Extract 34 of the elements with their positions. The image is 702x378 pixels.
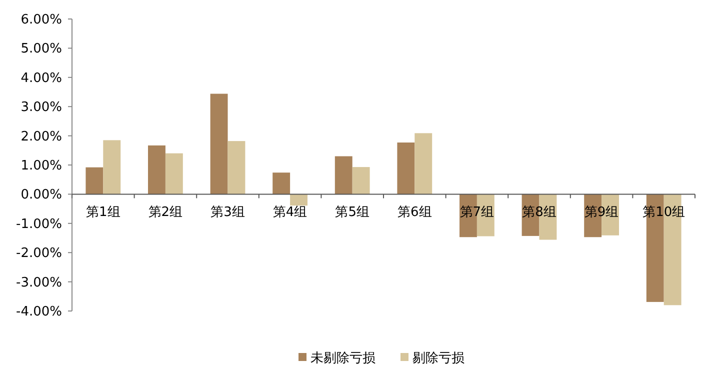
x-tick-label: 第5组 — [335, 205, 370, 220]
legend-label: 未剔除亏损 — [310, 351, 376, 366]
x-tick-label: 第9组 — [584, 205, 619, 220]
x-tick-label: 第6组 — [398, 205, 432, 220]
y-tick-label: 5.00% — [20, 42, 62, 57]
y-tick-label: -4.00% — [16, 304, 62, 320]
y-tick-label: 2.00% — [20, 129, 62, 144]
bar — [165, 153, 183, 194]
y-tick-label: -1.00% — [16, 216, 62, 232]
y-tick-label: 6.00% — [20, 12, 62, 28]
x-tick-label: 第3组 — [210, 205, 245, 220]
y-tick-label: 4.00% — [20, 70, 62, 86]
y-tick-label: 0.00% — [20, 188, 62, 203]
x-tick-label: 第4组 — [272, 205, 308, 220]
x-tick-label: 第1组 — [86, 205, 120, 220]
x-tick-label: 第2组 — [148, 205, 183, 220]
y-tick-label: -2.00% — [16, 246, 62, 262]
x-tick-label: 第8组 — [522, 205, 556, 220]
bar — [86, 167, 104, 194]
bar — [290, 194, 308, 206]
bar — [352, 167, 370, 194]
bar — [210, 94, 228, 194]
bar — [272, 172, 290, 194]
y-tick-label: -3.00% — [16, 275, 62, 290]
x-tick-label: 第7组 — [460, 205, 494, 220]
bar — [103, 140, 121, 194]
bar — [414, 133, 432, 194]
y-tick-label: 1.00% — [20, 158, 62, 174]
bar — [397, 142, 415, 194]
bar — [228, 141, 246, 194]
y-tick-label: 3.00% — [20, 100, 62, 116]
bar — [334, 156, 352, 194]
bar — [148, 145, 166, 194]
legend-label: 剔除亏损 — [412, 351, 464, 366]
